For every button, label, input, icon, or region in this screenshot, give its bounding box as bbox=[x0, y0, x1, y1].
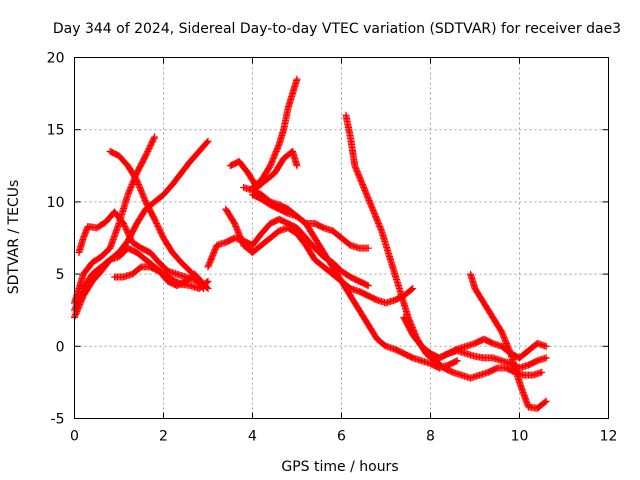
data-point bbox=[363, 281, 371, 289]
data-point bbox=[151, 133, 159, 141]
data-point bbox=[293, 75, 301, 83]
series-track-6 bbox=[111, 263, 208, 290]
data-point bbox=[364, 282, 372, 290]
data-point bbox=[409, 285, 417, 293]
y-tick-label: 0 bbox=[56, 339, 65, 355]
data-point bbox=[364, 244, 372, 252]
series-track-5 bbox=[106, 147, 208, 293]
x-tick-label: 8 bbox=[426, 429, 435, 445]
x-tick-label: 2 bbox=[159, 429, 168, 445]
data-point bbox=[204, 277, 212, 285]
data-point bbox=[203, 138, 211, 146]
series-track-9 bbox=[249, 75, 301, 191]
x-axis-label: GPS time / hours bbox=[281, 459, 398, 475]
series-track-8 bbox=[226, 147, 301, 191]
data-point bbox=[542, 354, 550, 362]
series-track-16 bbox=[435, 335, 550, 362]
series-track-13 bbox=[342, 111, 546, 382]
x-tick-label: 4 bbox=[248, 429, 257, 445]
y-tick-label: 15 bbox=[47, 123, 65, 139]
y-tick-label: 5 bbox=[56, 267, 65, 283]
chart-title: Day 344 of 2024, Sidereal Day-to-day VTE… bbox=[53, 21, 621, 37]
data-point bbox=[542, 342, 550, 350]
data-point bbox=[204, 137, 212, 145]
data-point bbox=[452, 357, 460, 365]
data-point bbox=[200, 280, 208, 288]
data-point bbox=[150, 134, 158, 142]
x-tick-label: 6 bbox=[337, 429, 346, 445]
series-track-12 bbox=[222, 205, 417, 307]
x-tick-label: 0 bbox=[70, 429, 79, 445]
data-point bbox=[293, 162, 301, 170]
data-point bbox=[541, 398, 549, 406]
x-tick-label: 12 bbox=[600, 429, 618, 445]
data-point bbox=[453, 357, 461, 365]
y-tick-label: 10 bbox=[47, 195, 65, 211]
data-point bbox=[199, 279, 207, 287]
data-point bbox=[542, 397, 550, 405]
x-tick-label: 10 bbox=[511, 429, 529, 445]
data-point bbox=[538, 368, 546, 376]
series-track-1 bbox=[71, 133, 159, 307]
series-track-4 bbox=[71, 137, 212, 321]
data-point bbox=[408, 285, 416, 293]
axis-ticks: 0 2 4 6 8 10 12 -5 0 5 10 15 20 bbox=[47, 51, 618, 445]
y-tick-label: 20 bbox=[47, 51, 65, 67]
plot-frame bbox=[74, 57, 609, 419]
y-axis-label: SDTVAR / TECUs bbox=[6, 180, 22, 295]
data-series bbox=[71, 75, 550, 412]
y-tick-label: -5 bbox=[51, 412, 65, 428]
